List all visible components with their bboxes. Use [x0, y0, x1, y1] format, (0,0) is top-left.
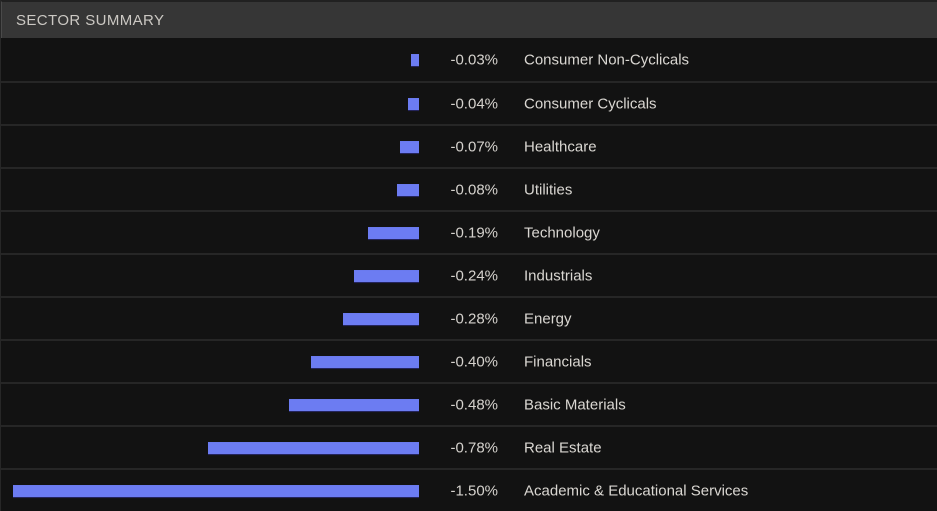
panel-title: SECTOR SUMMARY — [16, 11, 165, 29]
sector-row[interactable]: -1.50% Academic & Educational Services — [1, 468, 937, 511]
sector-change-bar — [368, 226, 419, 240]
sector-name: Basic Materials — [524, 396, 626, 413]
sector-change-value: -0.24% — [450, 267, 498, 284]
sector-change-value: -0.48% — [450, 396, 498, 413]
sector-name: Financials — [524, 353, 592, 370]
sector-name: Energy — [524, 310, 572, 327]
sector-name: Healthcare — [524, 138, 597, 155]
sector-row[interactable]: -0.48% Basic Materials — [1, 382, 937, 425]
sector-row[interactable]: -0.19% Technology — [1, 210, 937, 253]
sector-row[interactable]: -0.78% Real Estate — [1, 425, 937, 468]
sector-change-bar — [343, 312, 419, 326]
sector-change-value: -0.28% — [450, 310, 498, 327]
sector-row[interactable]: -0.07% Healthcare — [1, 124, 937, 167]
sector-change-value: -0.04% — [450, 95, 498, 112]
sector-change-value: -0.78% — [450, 439, 498, 456]
sector-change-value: -1.50% — [450, 482, 498, 499]
sector-change-value: -0.08% — [450, 181, 498, 198]
sector-change-bar — [289, 398, 419, 412]
sector-change-value: -0.07% — [450, 138, 498, 155]
sector-summary-header: SECTOR SUMMARY — [1, 0, 937, 38]
sector-row[interactable]: -0.08% Utilities — [1, 167, 937, 210]
sector-change-bar — [397, 183, 419, 197]
sector-name: Consumer Non-Cyclicals — [524, 51, 690, 68]
sector-change-bar — [408, 97, 419, 111]
sector-change-bar — [400, 140, 419, 154]
sector-row[interactable]: -0.03% Consumer Non-Cyclicals — [1, 38, 937, 81]
sector-name: Technology — [524, 224, 600, 241]
sector-change-bar — [13, 484, 419, 498]
sector-change-value: -0.19% — [450, 224, 498, 241]
sector-change-bar — [208, 441, 419, 455]
sector-name: Real Estate — [524, 439, 602, 456]
sector-rows-container: -0.03% Consumer Non-Cyclicals -0.04% Consum… — [1, 38, 937, 511]
sector-change-value: -0.03% — [450, 51, 498, 68]
sector-name: Consumer Cyclicals — [524, 95, 657, 112]
sector-row[interactable]: -0.28% Energy — [1, 296, 937, 339]
sector-change-bar — [411, 53, 419, 67]
sector-row[interactable]: -0.40% Financials — [1, 339, 937, 382]
sector-name: Utilities — [524, 181, 573, 198]
sector-change-bar — [354, 269, 419, 283]
sector-name: Industrials — [524, 267, 593, 284]
sector-change-value: -0.40% — [450, 353, 498, 370]
sector-row[interactable]: -0.04% Consumer Cyclicals — [1, 81, 937, 124]
sector-name: Academic & Educational Services — [524, 482, 749, 499]
sector-change-bar — [311, 355, 419, 369]
sector-row[interactable]: -0.24% Industrials — [1, 253, 937, 296]
